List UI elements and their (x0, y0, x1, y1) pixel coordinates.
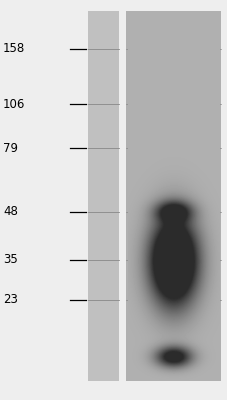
Text: 106: 106 (3, 98, 25, 111)
Text: 48: 48 (3, 206, 18, 218)
Text: 79: 79 (3, 142, 18, 155)
Text: 35: 35 (3, 253, 18, 266)
Text: 158: 158 (3, 42, 25, 55)
Bar (126, 11, 220, 381)
Text: 23: 23 (3, 293, 18, 306)
Bar (88, 11, 118, 381)
